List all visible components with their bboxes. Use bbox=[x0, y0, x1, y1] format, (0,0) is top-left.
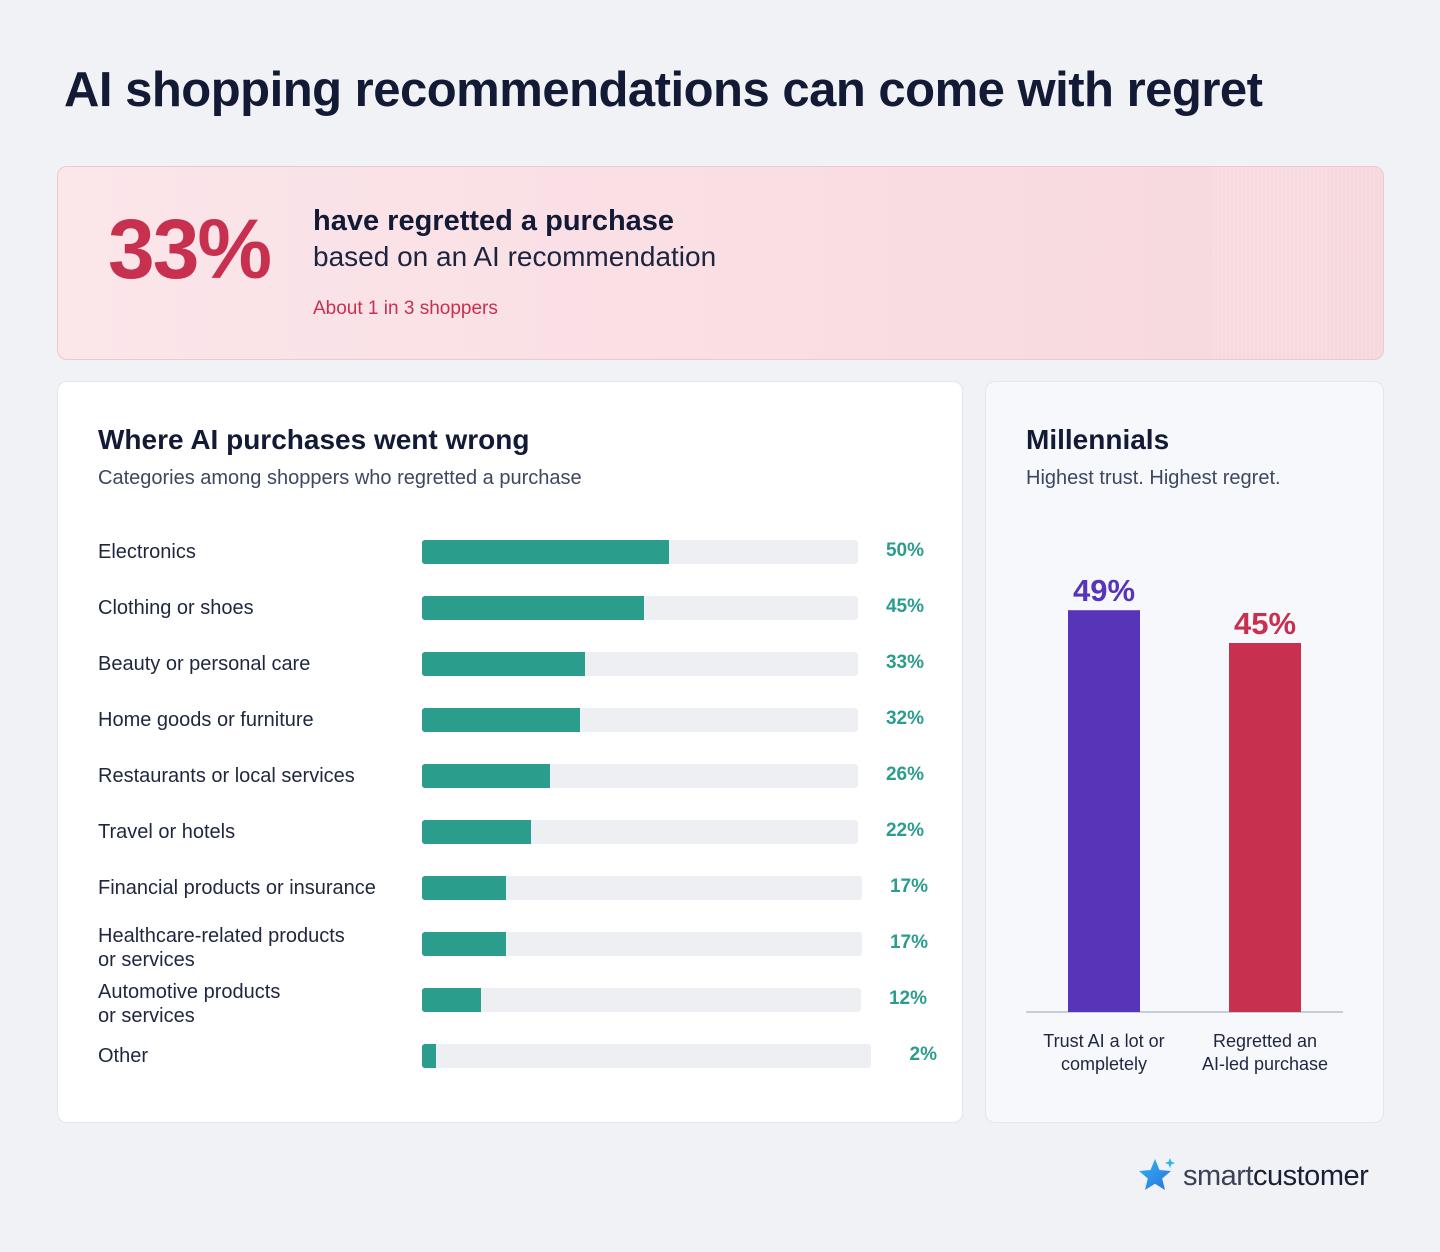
bar bbox=[422, 596, 644, 620]
bar bbox=[422, 1044, 436, 1068]
bar-track bbox=[422, 876, 862, 900]
value-label: 12% bbox=[888, 988, 927, 1009]
value-label: 26% bbox=[885, 764, 924, 785]
brand-name: smartcustomer bbox=[1183, 1159, 1369, 1192]
bar-track bbox=[422, 708, 858, 732]
millennials-card: Millennials Highest trust. Highest regre… bbox=[985, 381, 1384, 1123]
value-label: 45% bbox=[1234, 606, 1296, 641]
bar-row: Healthcare-related products or services 17… bbox=[58, 914, 962, 971]
category-label: Automotive products or services bbox=[98, 981, 281, 1027]
category-label: Trust AI a lot or completely bbox=[1043, 1031, 1165, 1074]
vertical-bar-chart: 49% 45% bbox=[1026, 573, 1343, 1013]
value-label: 17% bbox=[889, 876, 928, 897]
category-label: Healthcare-related products or services bbox=[98, 925, 345, 971]
category-label: Travel or hotels bbox=[98, 821, 236, 843]
bar-track bbox=[422, 540, 858, 564]
category-label: Clothing or shoes bbox=[98, 597, 254, 619]
millennials-subtitle: Highest trust. Highest regret. bbox=[1026, 467, 1281, 489]
page-title: AI shopping recommendations can come wit… bbox=[64, 63, 1263, 117]
category-label: Home goods or furniture bbox=[98, 709, 314, 731]
categories-title: Where AI purchases went wrong bbox=[98, 424, 530, 455]
bar-track bbox=[422, 820, 858, 844]
bar bbox=[422, 540, 669, 564]
bar bbox=[1229, 643, 1301, 1012]
bar bbox=[422, 820, 531, 844]
bar-track bbox=[422, 988, 861, 1012]
categories-subtitle: Categories among shoppers who regretted … bbox=[98, 467, 582, 489]
bar-row: Restaurants or local services 26% bbox=[58, 746, 962, 802]
bar-row: Financial products or insurance 17% bbox=[58, 858, 962, 914]
category-label: Regretted an AI-led purchase bbox=[1201, 1031, 1329, 1074]
value-label: 32% bbox=[885, 708, 924, 729]
bar-track bbox=[422, 764, 858, 788]
value-label: 2% bbox=[909, 1044, 937, 1065]
bar bbox=[422, 708, 580, 732]
bar-row: Clothing or shoes 45% bbox=[58, 578, 962, 634]
hero-headline: have regretted a purchase bbox=[313, 205, 675, 237]
bar bbox=[422, 764, 550, 788]
bar-row: Beauty or personal care 33% bbox=[58, 634, 962, 690]
value-label: 45% bbox=[885, 596, 924, 617]
brand-logo: smartcustomer bbox=[1137, 1156, 1369, 1196]
category-label: Beauty or personal care bbox=[98, 653, 311, 675]
bar-row: Home goods or furniture 32% bbox=[58, 690, 962, 746]
categories-card: Where AI purchases went wrong Categories… bbox=[57, 381, 963, 1123]
bar-row: Other 2% bbox=[58, 1026, 962, 1082]
value-label: 17% bbox=[889, 932, 928, 953]
value-label: 49% bbox=[1073, 573, 1135, 608]
bar bbox=[422, 652, 585, 676]
value-label: 22% bbox=[885, 820, 924, 841]
hero-percent: 33% bbox=[108, 202, 272, 296]
value-label: 33% bbox=[885, 652, 924, 673]
bar bbox=[422, 932, 506, 956]
bar-row: Electronics 50% bbox=[58, 522, 962, 578]
hero-banner: 33% have regretted a purchase based on a… bbox=[57, 166, 1384, 360]
bar-row: Automotive products or services 12% bbox=[58, 970, 962, 1027]
category-label: Restaurants or local services bbox=[98, 765, 355, 787]
bar bbox=[1068, 610, 1140, 1012]
value-label: 50% bbox=[885, 540, 924, 561]
hero-subline: based on an AI recommendation bbox=[313, 241, 717, 272]
bar bbox=[422, 988, 481, 1012]
category-label: Financial products or insurance bbox=[98, 877, 376, 899]
category-label: Other bbox=[98, 1045, 149, 1067]
bar-track bbox=[422, 932, 862, 956]
bar-row: Travel or hotels 22% bbox=[58, 802, 962, 858]
bar bbox=[422, 876, 506, 900]
bar-track bbox=[422, 596, 858, 620]
bar-track bbox=[422, 652, 858, 676]
star-icon bbox=[1139, 1158, 1175, 1190]
hero-note: About 1 in 3 shoppers bbox=[313, 298, 498, 319]
category-label: Electronics bbox=[98, 541, 196, 563]
millennials-title: Millennials bbox=[1026, 424, 1170, 455]
bar-track bbox=[422, 1044, 871, 1068]
